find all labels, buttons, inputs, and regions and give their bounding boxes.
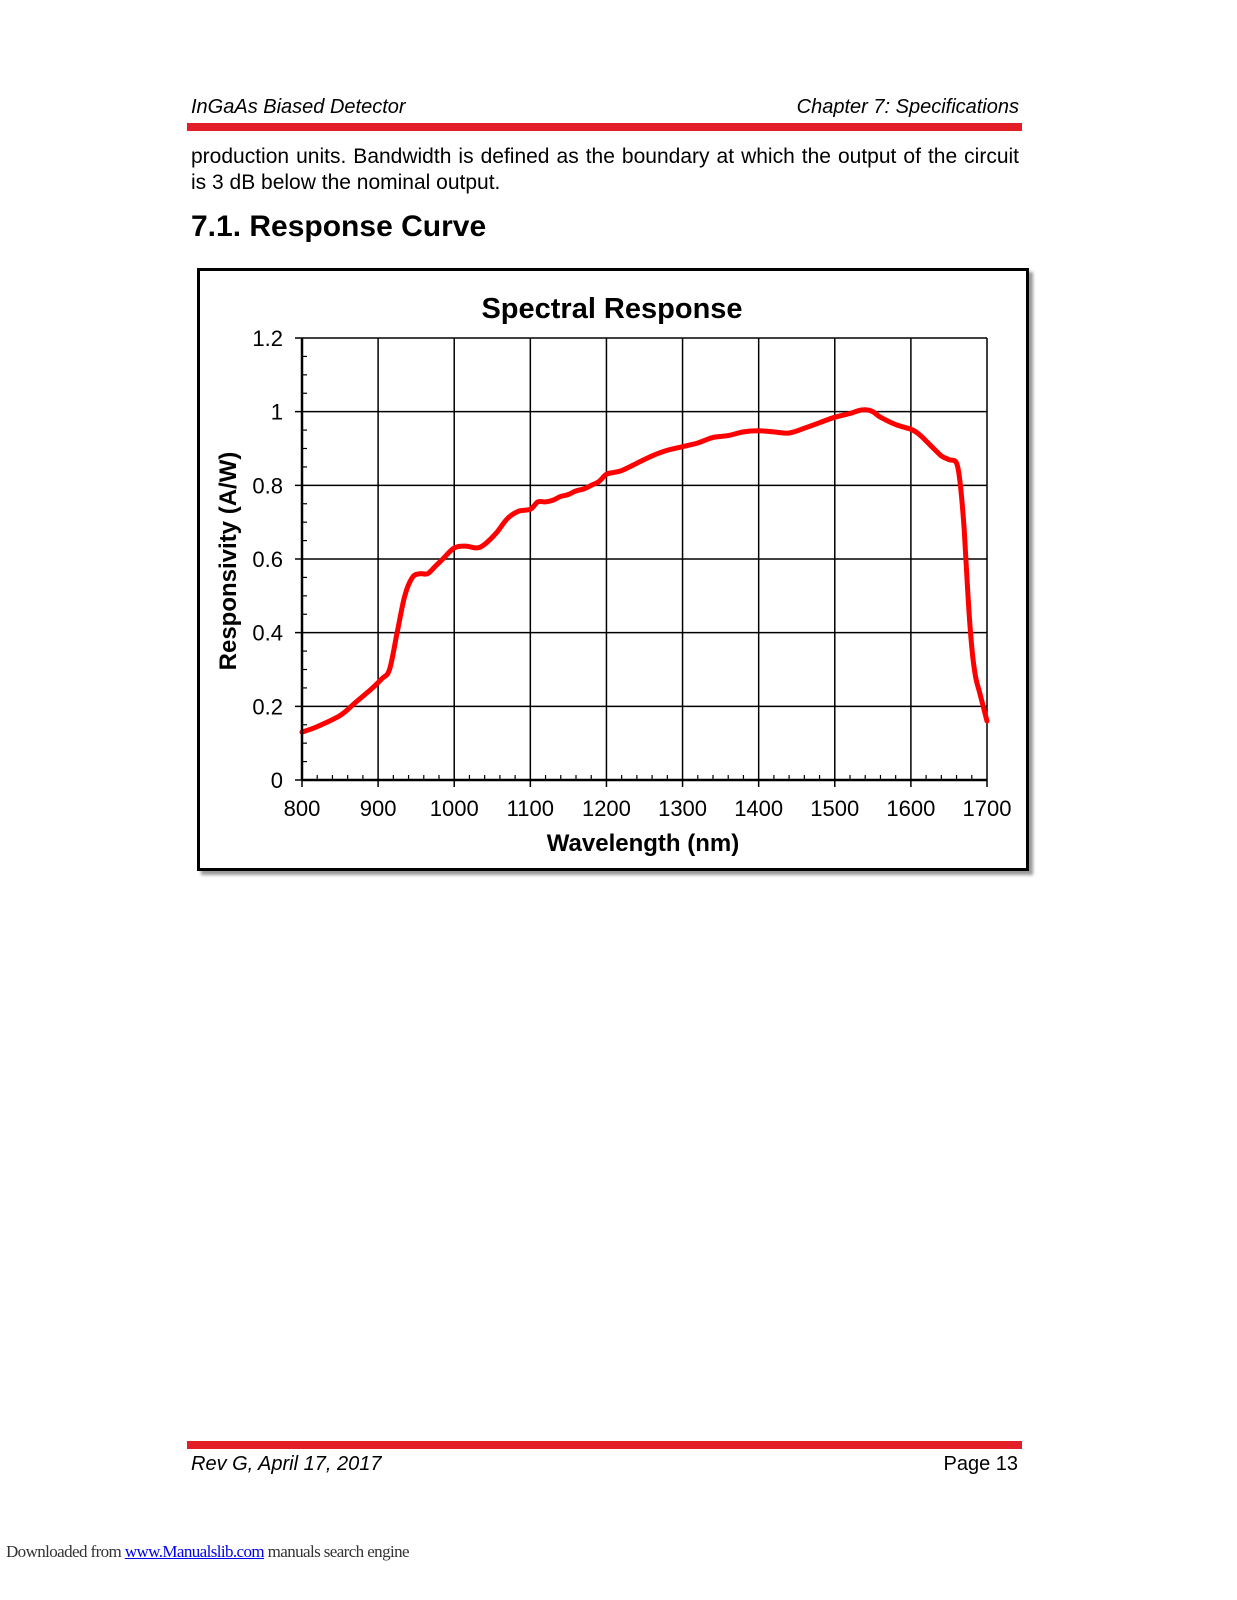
y-tick-labels: 0 0.2 0.4 0.6 0.8 1 1.2 — [252, 326, 283, 793]
y-axis-label: Responsivity (A/W) — [215, 452, 242, 671]
header-document-title: InGaAs Biased Detector — [191, 96, 406, 118]
axes-layer — [300, 338, 987, 782]
header-chapter-title: Chapter 7: Specifications — [796, 96, 1019, 118]
x-tick-label: 1500 — [810, 796, 859, 821]
chart-title: Spectral Response — [481, 293, 742, 325]
x-tick-label: 800 — [284, 796, 321, 821]
chart-frame: 800 900 1000 1100 1200 1300 1400 1500 1600 1700 0… — [197, 268, 1029, 871]
series-line-responsivity — [299, 407, 990, 735]
y-tick-label: 0.6 — [252, 547, 283, 572]
body-paragraph: production units. Bandwidth is defined a… — [191, 145, 1019, 194]
grid-layer — [295, 337, 988, 787]
x-tick-label: 1000 — [430, 796, 479, 821]
x-axis-label: Wavelength (nm) — [547, 830, 739, 857]
footer-revision: Rev G, April 17, 2017 — [191, 1453, 382, 1475]
watermark-prefix: Downloaded from — [6, 1542, 125, 1561]
footer-page-number: Page 13 — [943, 1453, 1018, 1475]
section-heading: 7.1. Response Curve — [191, 210, 487, 243]
x-tick-label: 1200 — [582, 796, 631, 821]
y-tick-label: 1.2 — [252, 326, 283, 351]
y-tick-label: 1 — [271, 400, 283, 425]
header-divider — [187, 123, 1022, 131]
spectral-response-chart: 800 900 1000 1100 1200 1300 1400 1500 1600 1700 0… — [215, 293, 1012, 857]
footer-divider — [187, 1441, 1022, 1449]
y-tick-label: 0.2 — [252, 694, 283, 719]
y-tick-label: 0 — [271, 768, 283, 793]
x-tick-label: 1100 — [507, 796, 554, 821]
x-tick-label: 1600 — [886, 796, 935, 821]
x-tick-label: 1300 — [658, 796, 707, 821]
x-tick-label: 900 — [360, 796, 397, 821]
download-watermark: Downloaded from www.Manualslib.com manua… — [6, 1542, 410, 1562]
x-tick-label: 1700 — [963, 796, 1012, 821]
x-tick-labels: 800 900 1000 1100 1200 1300 1400 1500 1600 1700 — [284, 796, 1012, 821]
x-tick-label: 1400 — [734, 796, 783, 821]
minor-ticks — [302, 355, 973, 780]
watermark-link[interactable]: www.Manualslib.com — [124, 1542, 265, 1561]
watermark-suffix: manuals search engine — [264, 1542, 410, 1561]
y-tick-label: 0.8 — [252, 473, 283, 498]
y-tick-label: 0.4 — [252, 621, 283, 646]
